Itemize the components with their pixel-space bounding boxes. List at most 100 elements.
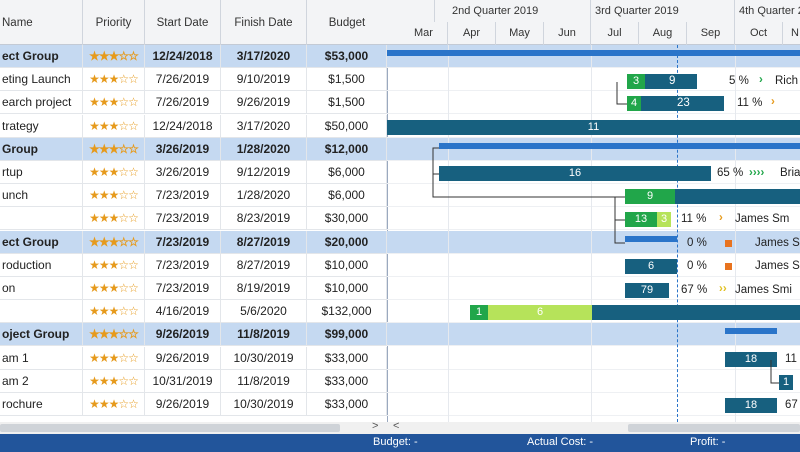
task-bar[interactable]: 18 (725, 352, 777, 367)
finish-date-cell[interactable]: 1/28/2020 (221, 137, 307, 160)
task-row[interactable]: eting Launch ★★★☆☆ 7/26/2019 9/10/2019 $1,50… (0, 68, 387, 92)
column-header-priority[interactable]: Priority (83, 0, 145, 45)
grid-scroll-thumb[interactable] (0, 424, 340, 432)
start-date-cell[interactable]: 7/23/2019 (145, 253, 221, 276)
budget-cell[interactable]: $12,000 (307, 137, 387, 160)
task-bar[interactable]: 3 (657, 212, 671, 227)
scroll-left-icon[interactable]: < (393, 420, 400, 432)
task-bar[interactable]: 16 (439, 166, 711, 181)
start-date-cell[interactable]: 12/24/2018 (145, 45, 221, 67)
task-name-cell[interactable]: Group (0, 137, 83, 160)
task-name-cell[interactable]: ect Group (0, 45, 83, 67)
group-row[interactable]: Group ★★★☆☆ 3/26/2019 1/28/2020 $12,000 (0, 137, 387, 161)
finish-date-cell[interactable]: 11/8/2019 (221, 323, 307, 346)
start-date-cell[interactable]: 3/26/2019 (145, 137, 221, 160)
summary-bar[interactable] (725, 328, 777, 334)
start-date-cell[interactable]: 4/16/2019 (145, 300, 221, 323)
priority-stars-cell[interactable]: ★★★☆☆ (83, 253, 145, 276)
summary-bar[interactable] (387, 50, 800, 56)
finish-date-cell[interactable]: 10/30/2019 (221, 346, 307, 369)
start-date-cell[interactable]: 7/23/2019 (145, 184, 221, 207)
budget-cell[interactable]: $132,000 (307, 300, 387, 323)
priority-stars-cell[interactable]: ★★★☆☆ (83, 91, 145, 114)
budget-cell[interactable]: $53,000 (307, 45, 387, 67)
budget-cell[interactable]: $6,000 (307, 161, 387, 183)
finish-date-cell[interactable]: 3/17/2020 (221, 114, 307, 137)
start-date-cell[interactable]: 7/23/2019 (145, 207, 221, 230)
task-name-cell[interactable]: rtup (0, 161, 83, 183)
priority-stars-cell[interactable]: ★★★☆☆ (83, 161, 145, 183)
priority-stars-cell[interactable]: ★★★☆☆ (83, 114, 145, 137)
start-date-cell[interactable]: 7/26/2019 (145, 91, 221, 114)
finish-date-cell[interactable]: 8/23/2019 (221, 207, 307, 230)
column-header-finish-date[interactable]: Finish Date (221, 0, 307, 45)
task-row[interactable]: am 2 ★★★☆☆ 10/31/2019 11/8/2019 $33,000 (0, 369, 387, 393)
group-row[interactable]: oject Group ★★★☆☆ 9/26/2019 11/8/2019 $99,00… (0, 323, 387, 347)
finish-date-cell[interactable]: 9/12/2019 (221, 161, 307, 183)
budget-cell[interactable]: $33,000 (307, 393, 387, 415)
finish-date-cell[interactable]: 5/6/2020 (221, 300, 307, 323)
task-row[interactable]: unch ★★★☆☆ 7/23/2019 1/28/2020 $6,000 (0, 184, 387, 208)
priority-stars-cell[interactable]: ★★★☆☆ (83, 369, 145, 392)
task-row[interactable]: ★★★☆☆ 7/23/2019 8/23/2019 $30,000 (0, 207, 387, 231)
task-name-cell[interactable]: oject Group (0, 323, 83, 346)
progress-bar[interactable]: 1 (470, 305, 488, 320)
task-row[interactable]: rtup ★★★☆☆ 3/26/2019 9/12/2019 $6,000 (0, 161, 387, 184)
task-row[interactable]: earch project ★★★☆☆ 7/26/2019 9/26/2019 $1,5… (0, 91, 387, 115)
task-bar[interactable]: 11 (387, 120, 800, 135)
budget-cell[interactable]: $20,000 (307, 230, 387, 253)
finish-date-cell[interactable]: 3/17/2020 (221, 45, 307, 67)
task-bar[interactable] (627, 96, 724, 111)
summary-bar[interactable] (439, 143, 800, 149)
start-date-cell[interactable]: 9/26/2019 (145, 323, 221, 346)
task-row[interactable]: roduction ★★★☆☆ 7/23/2019 8/27/2019 $10,000 (0, 253, 387, 277)
task-name-cell[interactable] (0, 207, 83, 230)
progress-bar[interactable]: 3 (627, 74, 645, 89)
priority-stars-cell[interactable]: ★★★☆☆ (83, 277, 145, 299)
budget-cell[interactable]: $10,000 (307, 277, 387, 299)
priority-stars-cell[interactable]: ★★★☆☆ (83, 323, 145, 346)
priority-stars-cell[interactable]: ★★★☆☆ (83, 346, 145, 369)
budget-cell[interactable]: $33,000 (307, 369, 387, 392)
finish-date-cell[interactable]: 8/27/2019 (221, 253, 307, 276)
finish-date-cell[interactable]: 9/10/2019 (221, 68, 307, 91)
finish-date-cell[interactable]: 8/19/2019 (221, 277, 307, 299)
task-name-cell[interactable]: am 2 (0, 369, 83, 392)
priority-stars-cell[interactable]: ★★★☆☆ (83, 184, 145, 207)
column-header-name[interactable]: Name (0, 0, 83, 45)
priority-stars-cell[interactable]: ★★★☆☆ (83, 137, 145, 160)
budget-cell[interactable]: $33,000 (307, 346, 387, 369)
finish-date-cell[interactable]: 9/26/2019 (221, 91, 307, 114)
task-name-cell[interactable]: am 1 (0, 346, 83, 369)
horizontal-scrollbar[interactable]: > < (0, 420, 800, 434)
start-date-cell[interactable]: 9/26/2019 (145, 393, 221, 415)
task-name-cell[interactable]: unch (0, 184, 83, 207)
task-row[interactable]: ★★★☆☆ 4/16/2019 5/6/2020 $132,000 (0, 300, 387, 324)
start-date-cell[interactable]: 3/26/2019 (145, 161, 221, 183)
start-date-cell[interactable]: 7/23/2019 (145, 277, 221, 299)
task-name-cell[interactable]: trategy (0, 114, 83, 137)
priority-stars-cell[interactable]: ★★★☆☆ (83, 207, 145, 230)
progress-bar[interactable]: 4 (627, 96, 641, 111)
task-name-cell[interactable]: on (0, 277, 83, 299)
task-name-cell[interactable]: earch project (0, 91, 83, 114)
task-bar[interactable]: 18 (725, 398, 777, 413)
task-row[interactable]: rochure ★★★☆☆ 9/26/2019 10/30/2019 $33,000 (0, 393, 387, 416)
task-bar[interactable]: 6 (625, 259, 677, 274)
start-date-cell[interactable]: 12/24/2018 (145, 114, 221, 137)
task-name-cell[interactable]: roduction (0, 253, 83, 276)
progress-bar[interactable]: 13 (625, 212, 657, 227)
priority-stars-cell[interactable]: ★★★☆☆ (83, 68, 145, 91)
group-row[interactable]: ect Group ★★★☆☆ 12/24/2018 3/17/2020 $53,000 (0, 45, 387, 68)
gantt-scroll-thumb[interactable] (628, 424, 800, 432)
priority-stars-cell[interactable]: ★★★☆☆ (83, 393, 145, 415)
budget-cell[interactable]: $30,000 (307, 207, 387, 230)
budget-cell[interactable]: $10,000 (307, 253, 387, 276)
task-name-cell[interactable]: ect Group (0, 230, 83, 253)
finish-date-cell[interactable]: 10/30/2019 (221, 393, 307, 415)
budget-cell[interactable]: $1,500 (307, 68, 387, 91)
scroll-right-icon[interactable]: > (372, 420, 379, 432)
task-name-cell[interactable] (0, 300, 83, 323)
progress-bar[interactable]: 9 (625, 189, 675, 204)
budget-cell[interactable]: $6,000 (307, 184, 387, 207)
